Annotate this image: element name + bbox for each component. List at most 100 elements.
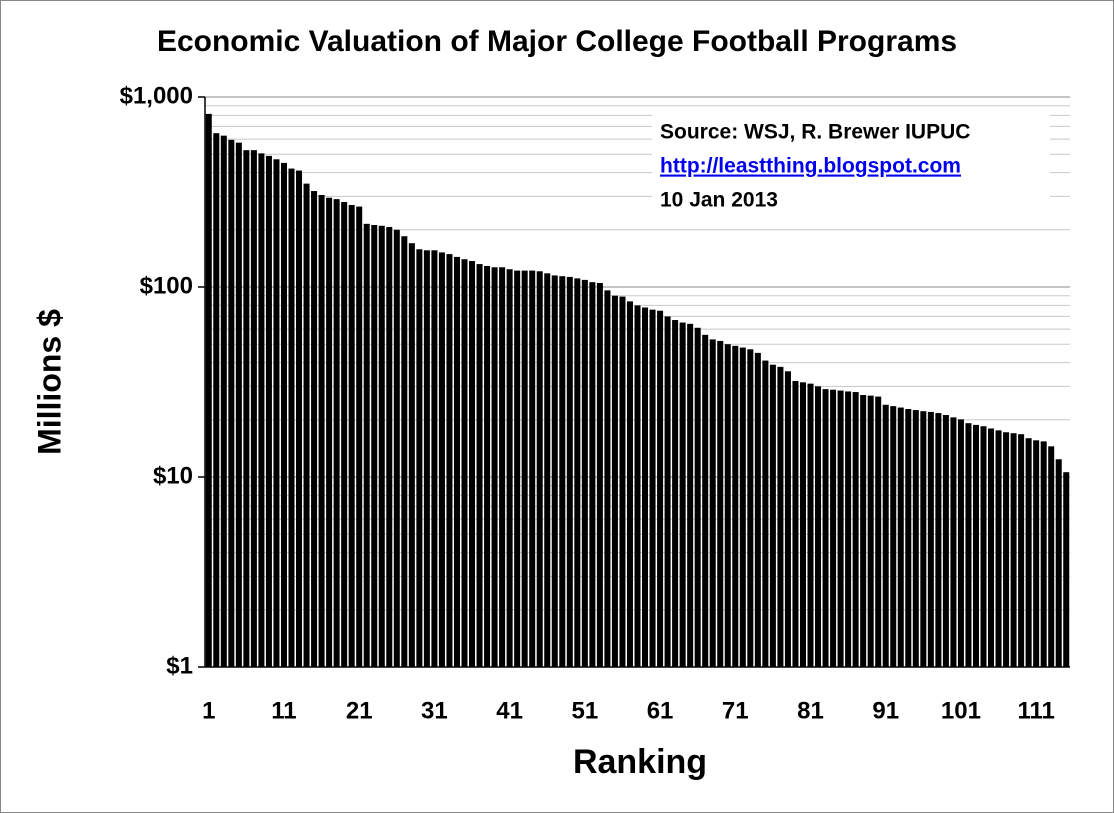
bar <box>988 428 995 667</box>
bar <box>484 265 491 667</box>
bar <box>882 404 889 667</box>
bar <box>589 282 596 667</box>
bar <box>717 340 724 667</box>
annotation-box <box>652 114 1050 218</box>
bar <box>957 419 964 667</box>
bar <box>822 389 829 667</box>
bar <box>1048 446 1055 667</box>
bar <box>514 270 521 667</box>
bar <box>942 414 949 667</box>
x-tick-label: 41 <box>496 697 523 724</box>
annotation-link[interactable]: http://leastthing.blogspot.com <box>660 155 961 178</box>
y-tick-label: $1,000 <box>120 82 193 109</box>
bar <box>672 320 679 667</box>
bar <box>754 352 761 667</box>
bar <box>649 309 656 667</box>
bar <box>491 267 498 667</box>
bar <box>1063 472 1070 667</box>
annotation: Source: WSJ, R. Brewer IUPUC <box>660 121 970 144</box>
bar <box>852 392 859 667</box>
bar <box>453 256 460 667</box>
bar <box>1018 434 1025 667</box>
bar <box>769 364 776 667</box>
bar <box>867 395 874 667</box>
bar <box>581 279 588 667</box>
bar <box>972 424 979 667</box>
bar <box>995 430 1002 667</box>
bar <box>258 153 265 667</box>
bar <box>423 250 430 667</box>
bar <box>243 150 250 667</box>
bar <box>559 276 566 667</box>
bar <box>604 290 611 667</box>
bar <box>536 271 543 667</box>
bar <box>1025 438 1032 667</box>
x-tick-label: 1 <box>202 697 215 724</box>
bar <box>521 270 528 667</box>
x-axis-label: Ranking <box>573 743 707 781</box>
bar <box>807 383 814 667</box>
bar <box>250 150 257 667</box>
bar <box>860 395 867 667</box>
link[interactable]: http://leastthing.blogspot.com <box>660 155 961 178</box>
x-tick-label: 81 <box>797 697 824 724</box>
bar <box>792 381 799 667</box>
bar <box>326 197 333 667</box>
y-axis-label: Millions $ <box>31 309 67 455</box>
bar <box>213 133 220 667</box>
bar <box>679 322 686 667</box>
bar <box>1040 441 1047 667</box>
bar <box>235 142 242 668</box>
bar <box>446 254 453 667</box>
bar <box>356 206 363 667</box>
bar <box>702 334 709 667</box>
bars <box>205 113 1070 668</box>
bar <box>438 252 445 668</box>
bar <box>401 236 408 667</box>
bar <box>694 327 701 667</box>
bar <box>273 159 280 668</box>
bar <box>296 170 303 668</box>
bar <box>687 323 694 667</box>
bar <box>386 226 393 667</box>
x-tick-label: 51 <box>571 697 598 724</box>
bar <box>393 229 400 667</box>
bar <box>777 366 784 667</box>
bar <box>875 396 882 667</box>
bar <box>724 344 731 667</box>
bar <box>980 426 987 667</box>
bar <box>815 386 822 667</box>
x-tick-label: 111 <box>1017 697 1054 724</box>
x-tick-label: 101 <box>941 697 981 724</box>
bar <box>205 113 212 667</box>
bar <box>611 295 618 667</box>
x-tick-label: 61 <box>647 697 674 724</box>
x-tick-label: 11 <box>271 697 296 724</box>
bar <box>566 276 573 667</box>
bar <box>762 360 769 667</box>
bar <box>461 259 468 667</box>
bar <box>544 273 551 667</box>
bar <box>551 275 558 667</box>
bar <box>1003 432 1010 667</box>
annotation: 10 Jan 2013 <box>660 189 778 212</box>
bar <box>634 305 641 667</box>
bar <box>371 224 378 667</box>
bar <box>476 264 483 667</box>
bar <box>732 345 739 667</box>
bar <box>348 205 355 667</box>
bar <box>220 135 227 667</box>
x-tick-label: 71 <box>722 697 749 724</box>
bar <box>228 139 235 667</box>
bar <box>408 243 415 667</box>
bar <box>416 249 423 667</box>
bar <box>927 411 934 667</box>
bar <box>950 417 957 667</box>
bar <box>341 202 348 667</box>
bar <box>709 339 716 667</box>
bar <box>1033 440 1040 667</box>
bar <box>318 194 325 667</box>
bar <box>619 296 626 667</box>
